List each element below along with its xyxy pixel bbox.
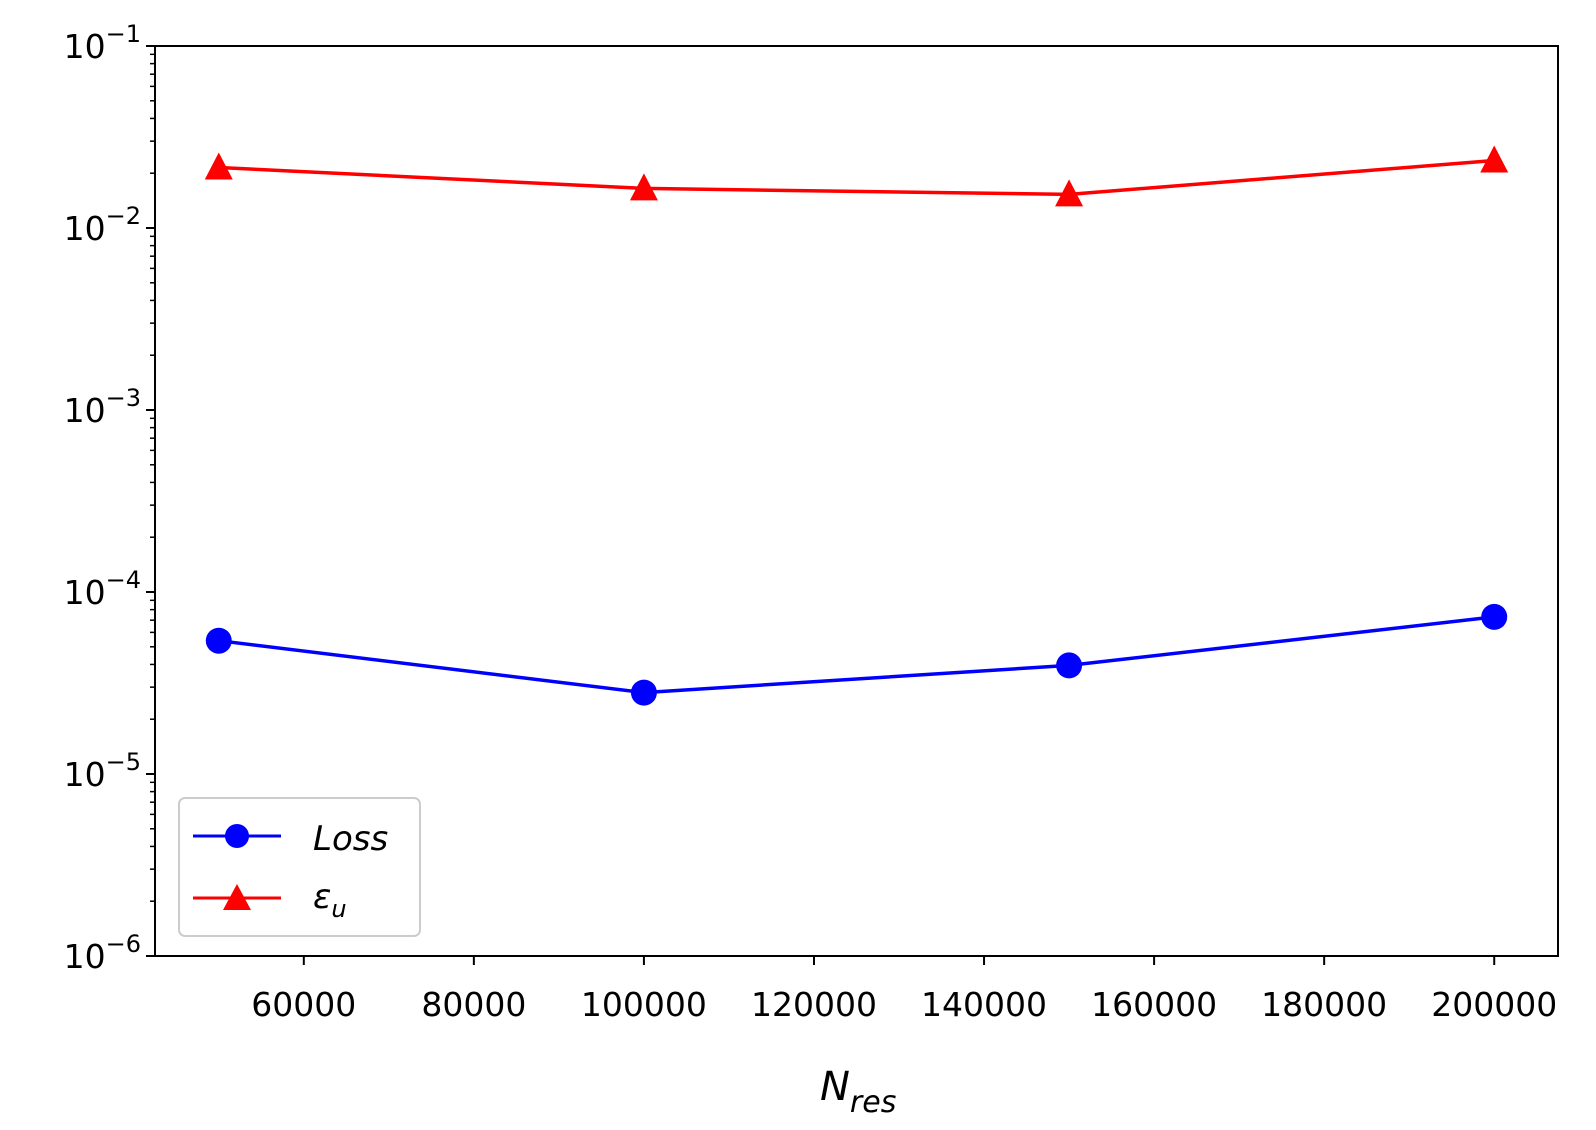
y-tick-label: 10−6 [64, 930, 141, 976]
data-point-eps [1480, 145, 1509, 173]
y-tick-label: 10−3 [64, 384, 141, 430]
legend-marker-eps [223, 884, 251, 910]
data-point-loss [630, 679, 657, 706]
plot-lines [204, 145, 1509, 706]
legend-marker-loss [225, 824, 249, 848]
y-tick-label-exponent: −6 [106, 930, 141, 958]
y-tick-label-exponent: −2 [106, 202, 141, 230]
series-line-eps [218, 158, 1495, 197]
y-tick-label-base: 10 [64, 573, 106, 612]
y-tick-label-base: 10 [64, 391, 106, 430]
y-tick-label-base: 10 [64, 937, 106, 976]
y-tick-label-exponent: −5 [106, 748, 141, 776]
y-tick-label-exponent: −1 [106, 20, 141, 48]
x-tick-label: 160000 [1091, 985, 1217, 1024]
y-tick-label-exponent: −3 [106, 384, 141, 412]
x-tick-label: 100000 [581, 985, 707, 1024]
y-tick-label-base: 10 [64, 209, 106, 248]
y-tick-label-base: 10 [64, 27, 106, 66]
data-point-eps [1055, 179, 1084, 207]
axes-frame [154, 45, 1559, 957]
legend: Loss εu [178, 797, 421, 937]
y-axis: 10−610−510−410−310−210−1 [64, 20, 155, 976]
data-point-loss [1481, 603, 1508, 630]
legend-label-eps-base: ε [313, 877, 331, 917]
x-tick-label: 60000 [251, 985, 356, 1024]
data-point-eps [204, 152, 233, 180]
data-point-loss [205, 627, 232, 654]
x-tick-label: 200000 [1431, 985, 1557, 1024]
data-point-loss [1056, 652, 1083, 679]
y-tick-label-base: 10 [64, 755, 106, 794]
x-tick-label: 140000 [921, 985, 1047, 1024]
x-axis-label: Nres [820, 1064, 896, 1120]
series-line-loss [218, 615, 1495, 695]
y-tick-label-exponent: −4 [106, 566, 141, 594]
legend-label-eps-sub: u [331, 895, 346, 923]
x-axis: 60000 80000 100000 120000 140000 160000 180000… [251, 956, 1557, 1024]
x-axis-label-subscript: res [850, 1085, 896, 1120]
legend-label-loss-text: Loss [313, 819, 388, 859]
legend-label-loss: Loss [313, 819, 388, 859]
data-point-eps [629, 173, 658, 201]
y-tick-label: 10−4 [64, 566, 141, 612]
x-tick-label: 80000 [421, 985, 526, 1024]
legend-label-eps: εu [313, 877, 347, 923]
y-tick-label: 10−1 [64, 20, 141, 66]
x-tick-label: 180000 [1261, 985, 1387, 1024]
y-tick-label: 10−2 [64, 202, 141, 248]
x-tick-label: 120000 [751, 985, 877, 1024]
y-tick-label: 10−5 [64, 748, 141, 794]
x-axis-label-base: N [820, 1064, 850, 1110]
